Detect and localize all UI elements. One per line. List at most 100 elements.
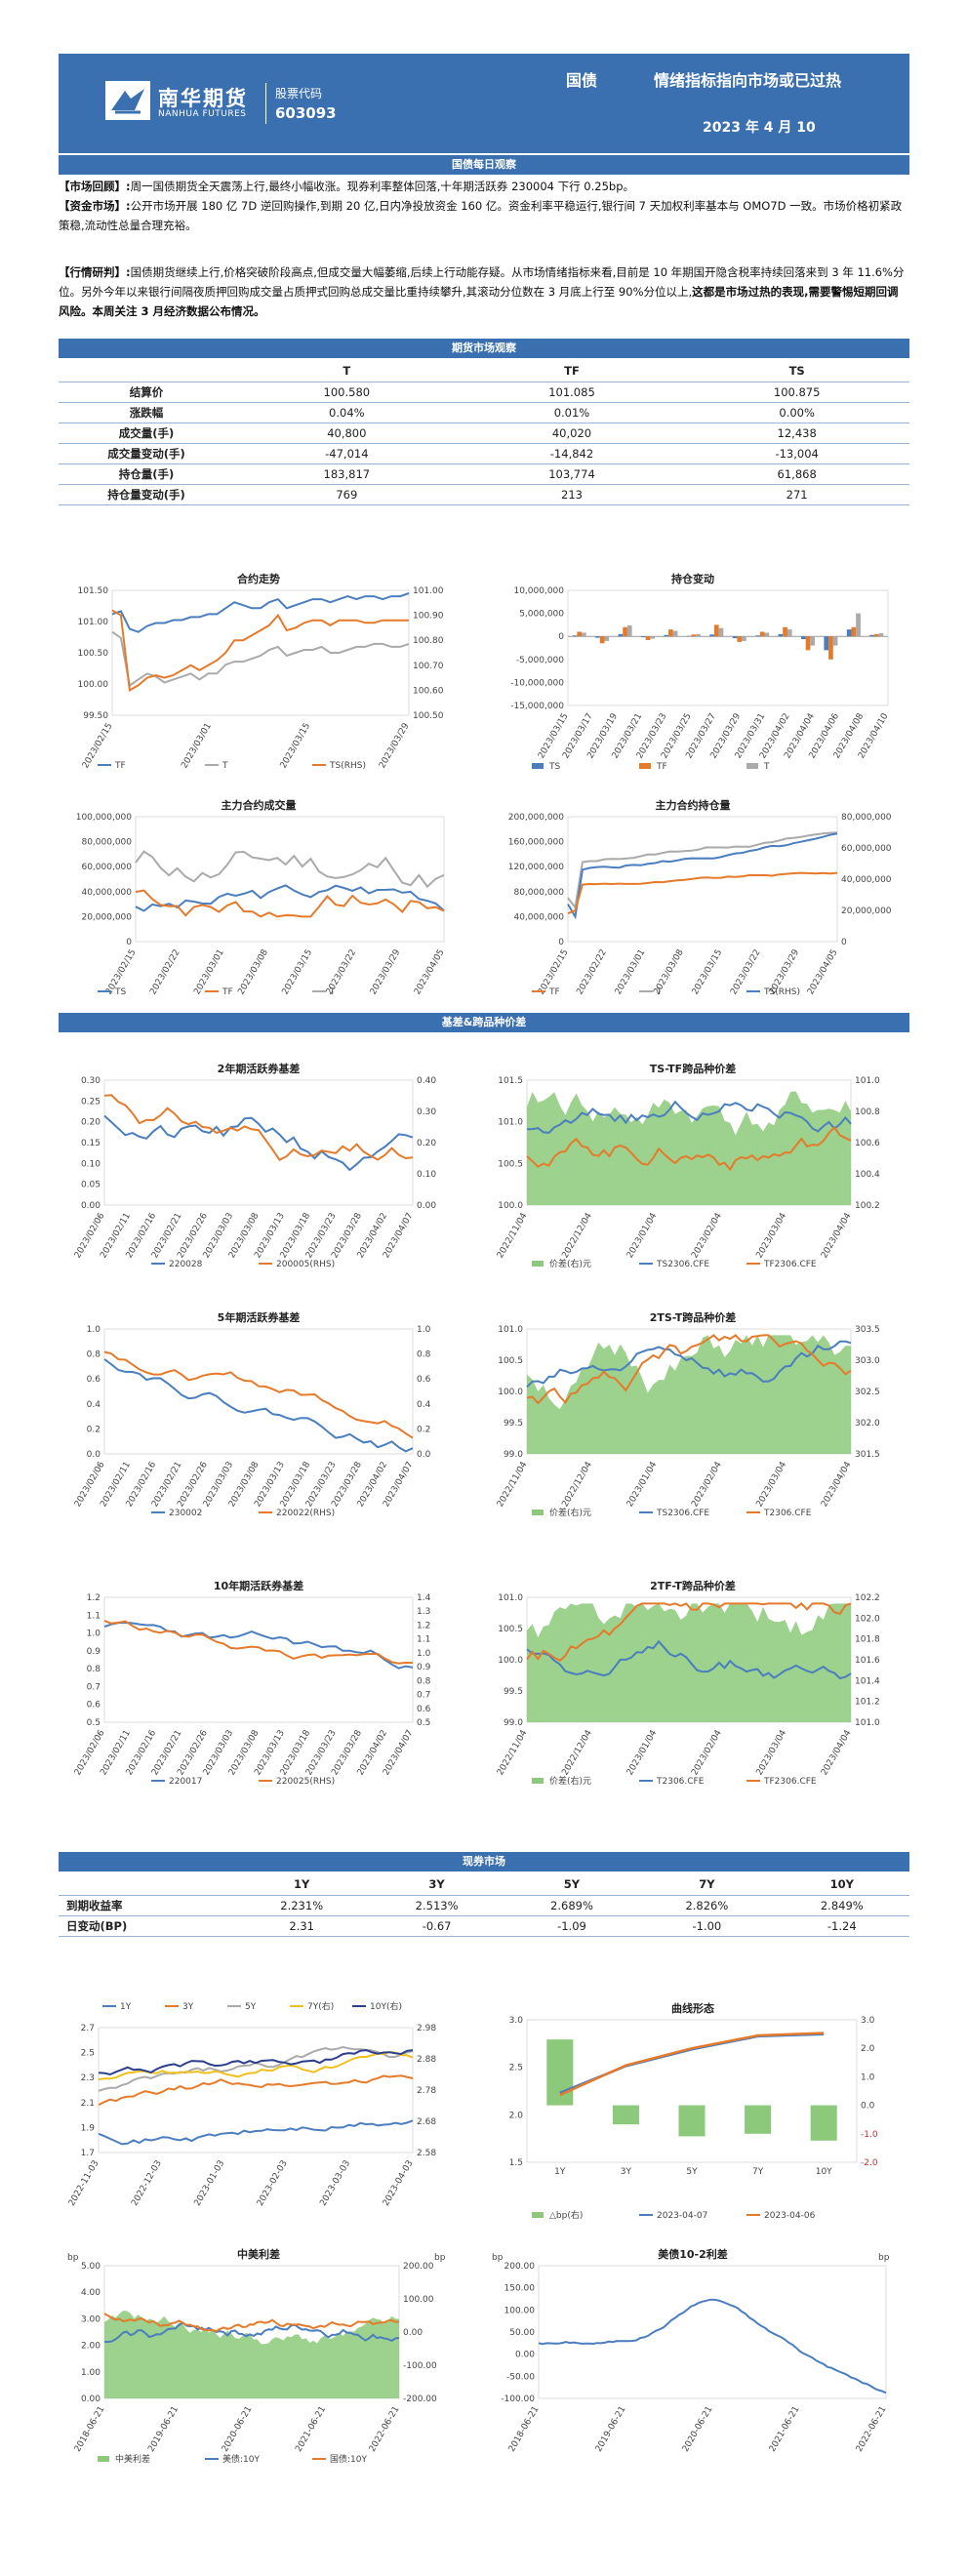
y2-tick-label: 2.98 <box>417 2024 436 2033</box>
cell: -14,842 <box>459 443 685 464</box>
spread-area <box>527 1603 851 1722</box>
y-tick-label: -10,000,000 <box>510 678 564 688</box>
series-line-rhs <box>103 1350 414 1439</box>
curve-line <box>559 2033 825 2094</box>
cell: 101.085 <box>459 382 685 403</box>
col-header: 7Y <box>639 1874 775 1896</box>
x-tick-label: 2022/12/04 <box>560 1211 594 1260</box>
x-tick-label: 2023/02/04 <box>690 1460 724 1509</box>
y-tick-label: 0.05 <box>81 1181 101 1190</box>
y2-tick-label: 102.2 <box>855 1593 880 1603</box>
legend-label: T2306.CFE <box>656 1777 705 1787</box>
category-label: 5Y <box>686 2167 698 2177</box>
y2-tick-label: -100.00 <box>403 2361 437 2371</box>
x-tick-label: 2023/02/04 <box>690 1728 724 1777</box>
position-bar <box>713 624 719 637</box>
delta-bp-bar <box>810 2105 837 2141</box>
position-bar <box>582 632 586 637</box>
chart-svg: 2TS-T跨品种价差 101.0 100.5 100.0 99.5 99.0 303.5 30… <box>496 1310 880 1518</box>
tag-outlook: 【行情研判】: <box>59 265 131 279</box>
y-tick-label: 100.50 <box>78 649 109 659</box>
series-line-t <box>567 831 838 910</box>
legend-label: TF <box>114 761 126 771</box>
paragraph-market-review: 【市场回顾】:周一国债期货全天震荡上行,最终小幅收涨。现券利率整体回落,十年期活… <box>59 177 909 196</box>
y-tick-label: 100.00 <box>504 2306 536 2315</box>
stock-code-label: 股票代码 <box>275 87 323 101</box>
legend-label: 国债:10Y <box>330 2453 367 2465</box>
col-header: 3Y <box>369 1874 504 1896</box>
y2-tick-label: 20,000,000 <box>841 906 892 916</box>
y2-tick-label: 100.50 <box>413 711 444 721</box>
y2-tick-label: 3.0 <box>861 2016 875 2026</box>
cell: -1.24 <box>774 1915 909 1937</box>
chart-svg: 5年期活跃券基差 1.0 0.8 0.6 0.4 0.2 0.0 1.0 0.8 0.6 0.4 0.… <box>73 1310 431 1518</box>
delta-bp-bar <box>678 2105 706 2137</box>
x-tick-label: 2023/03/04 <box>755 1211 789 1260</box>
delta-bp-bar <box>612 2105 639 2125</box>
chart-yield-curve-history: 2.7 2.5 2.3 2.1 1.9 1.7 2.98 2.88 2.78 2.68 2.58 20… <box>63 1998 454 2223</box>
row-label: 结算价 <box>59 382 234 403</box>
x-tick-label: 2022/11/04 <box>496 1460 530 1509</box>
axis-unit: bp <box>67 2253 79 2263</box>
chart-10y-basis: 10年期活跃券基差 1.2 1.1 1.0 0.9 0.8 0.7 0.6 0.5 1.4 1.3 1… <box>63 1576 454 1791</box>
y-tick-label: 5.00 <box>81 2262 101 2272</box>
row-label: 到期收益率 <box>59 1895 234 1916</box>
chart-title: 2TF-T跨品种价差 <box>650 1579 736 1592</box>
position-bar <box>869 634 874 637</box>
chart-svg: TS-TF跨品种价差 101.5 101.0 100.5 100.0 101.0 100.8… <box>496 1062 880 1269</box>
y2-tick-label: 0.30 <box>417 1107 436 1117</box>
y-tick-label: 1.5 <box>509 2158 523 2168</box>
series-line-primary <box>103 1621 414 1670</box>
chart-svg: 曲线形态 3.0 2.5 2.0 1.5 3.0 2.0 1.0 0.0 -1.0 -2.0 1Y 3Y… <box>509 2001 878 2221</box>
section-daily: 国债每日观察 <box>59 155 909 175</box>
legend-label: 美债:10Y <box>222 2453 260 2465</box>
chart-svg: 主力合约持仓量 200,000,000 160,000,000 120,000,000… <box>508 798 892 997</box>
y-tick-label: -100.00 <box>501 2395 535 2404</box>
y2-tick-label: 302.5 <box>855 1388 880 1397</box>
cell: 61,868 <box>684 463 909 485</box>
legend-label: TS(RHS) <box>763 987 800 997</box>
position-bar <box>800 636 806 640</box>
y2-tick-label: 0.10 <box>417 1170 436 1180</box>
table-row: 成交量变动(手) -47,014 -14,842 -13,004 <box>59 443 909 464</box>
y2-tick-label: 0.4 <box>417 1400 431 1410</box>
table-row: 涨跌幅 0.04% 0.01% 0.00% <box>59 402 909 423</box>
legend-label: TS2306.CFE <box>656 1260 709 1269</box>
legend-label: 2023-04-06 <box>764 2211 816 2221</box>
logo-english: NANHUA FUTURES <box>158 109 247 119</box>
series-line-spread <box>538 2298 887 2395</box>
x-tick-label: 2023/02/22 <box>575 948 609 997</box>
x-tick-label: 2019-06-21 <box>594 2405 628 2454</box>
y2-tick-label: 302.0 <box>855 1419 880 1429</box>
y-tick-label: 0 <box>558 632 564 642</box>
position-bar <box>577 631 583 637</box>
position-bar <box>672 630 678 637</box>
position-bar <box>759 631 765 637</box>
y2-tick-label: 1.2 <box>417 1621 430 1630</box>
y2-tick-label: 0.20 <box>417 1139 436 1148</box>
y2-tick-label: 2.0 <box>861 2044 875 2054</box>
y2-tick-label: 0.2 <box>417 1425 430 1434</box>
y-tick-label: 0.5 <box>87 1718 101 1728</box>
x-tick-label: 2023/03/29 <box>369 947 403 996</box>
x-tick-label: 2022/12/04 <box>560 1728 594 1777</box>
spread-area <box>104 2311 399 2398</box>
cell: 100.875 <box>684 382 909 403</box>
chart-title: 持仓变动 <box>671 572 714 585</box>
legend-label: 220028 <box>169 1260 203 1269</box>
series-line-rhs <box>103 1094 414 1161</box>
futures-table-header: T TF TS <box>59 361 909 382</box>
legend-label: 5Y <box>245 2002 257 2012</box>
legend-label: 10Y(右) <box>370 2000 402 2012</box>
position-bar <box>832 636 838 646</box>
y-tick-label: 1.9 <box>81 2123 96 2133</box>
plot-area <box>538 2265 887 2399</box>
chart-us-10-2-spread: 美债10-2利差 bp bp 200.00 150.00 100.00 50.00 0.00-… <box>488 2244 898 2469</box>
y2-tick-label: 101.0 <box>855 1718 880 1728</box>
series-line-cn10y <box>103 2313 400 2333</box>
chart-title: 5年期活跃券基差 <box>218 1310 301 1324</box>
y2-tick-label: 60,000,000 <box>841 844 892 854</box>
x-tick-label: 2023/03/01 <box>192 948 226 997</box>
plot-area <box>567 589 889 706</box>
